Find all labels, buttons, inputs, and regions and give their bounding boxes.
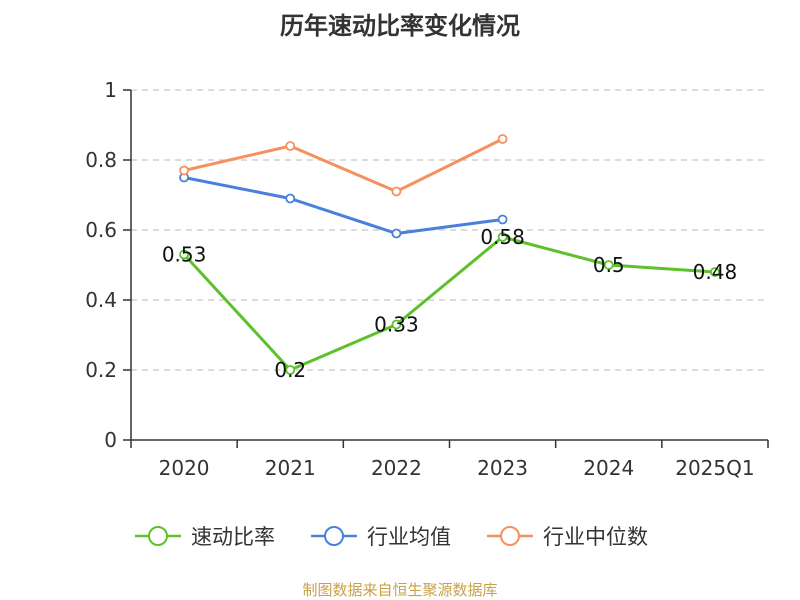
data-label: 0.58 — [480, 225, 525, 249]
y-tick-label: 1 — [104, 78, 117, 102]
data-point — [603, 260, 614, 270]
axes: 0 0.2 0.4 0.6 0.8 1 2020 2021 2022 2023 2024 2025Q1 — [85, 78, 769, 480]
data-point — [497, 232, 508, 242]
source-note: 制图数据来自恒生聚源数据库 — [302, 581, 498, 599]
data-point — [179, 165, 189, 176]
series-points — [179, 134, 720, 375]
data-point — [497, 214, 508, 225]
data-point — [391, 319, 402, 330]
y-tick-label: 0.4 — [85, 288, 117, 312]
grid-lines — [131, 89, 768, 371]
legend-marker — [324, 526, 344, 546]
data-label: 0.53 — [162, 243, 207, 267]
x-tick-label: 2020 — [159, 456, 210, 480]
y-tick-label: 0.2 — [85, 358, 117, 382]
x-tick-label: 2024 — [583, 456, 634, 480]
data-point — [285, 193, 296, 204]
data-point — [391, 186, 402, 197]
legend-label: 速动比率 — [191, 525, 275, 549]
x-tick-label: 2025Q1 — [675, 456, 754, 480]
chart-title: 历年速动比率变化情况 — [280, 12, 520, 40]
legend-marker — [148, 526, 168, 546]
data-point — [285, 365, 296, 375]
data-point — [391, 228, 402, 239]
x-tick-label: 2023 — [477, 456, 528, 480]
data-point — [179, 249, 189, 260]
series-line-0 — [182, 235, 716, 372]
series-lines — [182, 137, 716, 372]
data-labels: 0.53 0.2 0.33 0.58 0.5 0.48 — [162, 225, 737, 382]
data-point — [497, 134, 508, 144]
legend: 速动比率 行业均值 行业中位数 — [135, 525, 648, 549]
series-line-1 — [183, 176, 503, 235]
x-tick-label: 2022 — [371, 456, 422, 480]
legend-label: 行业中位数 — [543, 525, 648, 549]
series-line-2 — [183, 137, 504, 193]
legend-label: 行业均值 — [367, 525, 451, 549]
y-tick-label: 0.8 — [85, 148, 117, 172]
data-point — [710, 267, 720, 277]
data-label: 0.5 — [593, 253, 625, 277]
y-tick-label: 0 — [104, 428, 117, 452]
data-label: 0.33 — [374, 313, 419, 337]
data-label: 0.48 — [693, 260, 738, 284]
data-point — [285, 141, 296, 151]
y-tick-label: 0.6 — [85, 218, 117, 242]
legend-marker — [500, 526, 520, 546]
x-tick-label: 2021 — [265, 456, 316, 480]
data-label: 0.2 — [274, 358, 306, 382]
